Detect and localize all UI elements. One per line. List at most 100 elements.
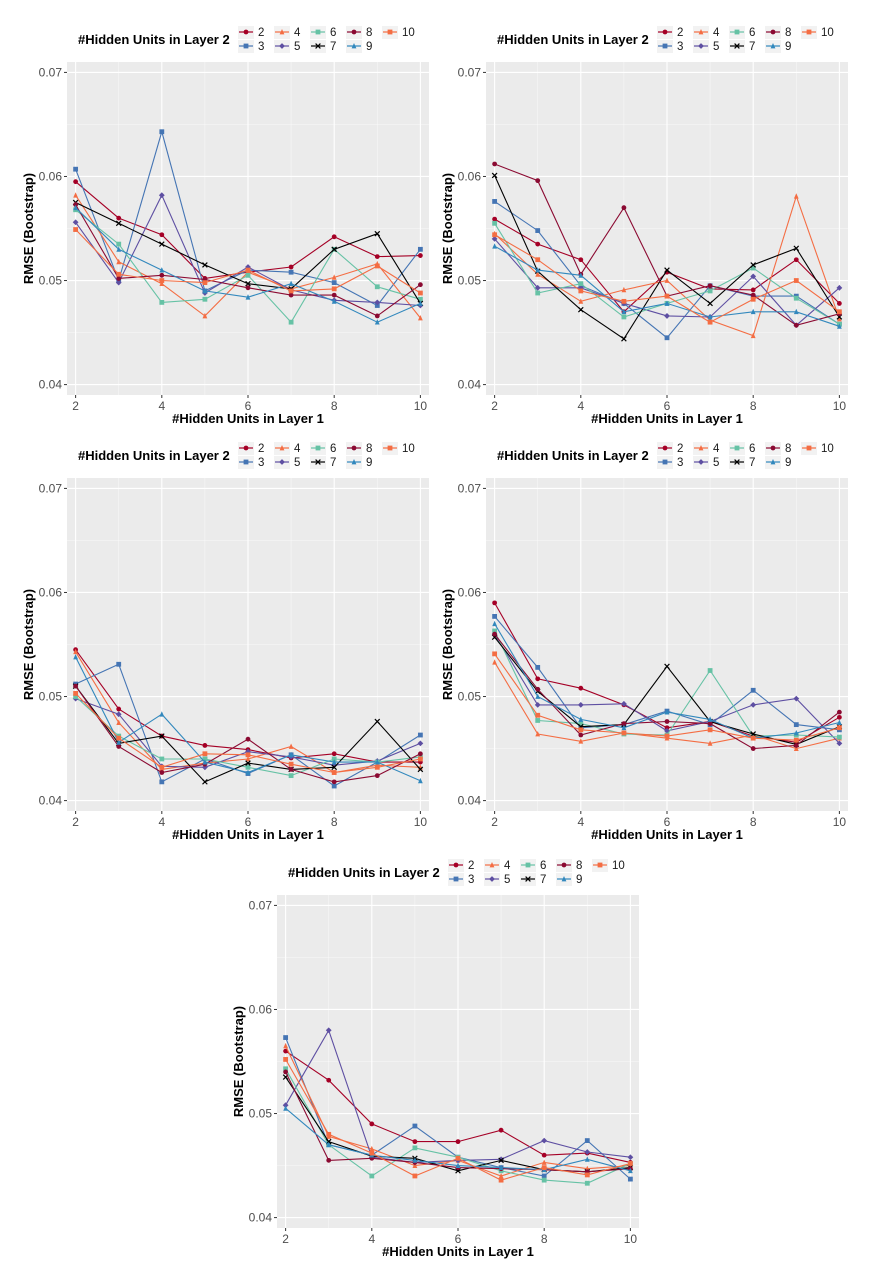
legend-label: 7 <box>330 41 336 53</box>
legend-item-10: 10 <box>592 859 625 872</box>
legend-item-4: 4 <box>693 26 720 39</box>
legend-key-marker <box>315 459 321 465</box>
y-tick-label: 0.07 <box>458 481 482 495</box>
legend-key-marker <box>315 43 321 49</box>
data-point <box>750 296 756 302</box>
data-point <box>202 759 208 765</box>
data-point <box>492 600 498 606</box>
legend-label: 4 <box>713 443 720 455</box>
legend-item-9: 9 <box>765 40 791 53</box>
data-point <box>245 736 251 742</box>
legend-item-3: 3 <box>657 456 683 469</box>
legend-key-marker <box>315 29 321 35</box>
legend-key-marker <box>698 43 704 49</box>
series-8 <box>73 202 423 319</box>
chart-panel-3: #Hidden Units in Layer 2 2 3 4 5 6 7 8 9 10 0.04 0.… <box>21 442 429 842</box>
data-point <box>331 246 338 253</box>
data-point <box>541 1165 547 1171</box>
data-point <box>664 293 670 299</box>
data-point <box>535 718 541 723</box>
data-point <box>836 719 842 725</box>
legend-key-marker <box>243 29 249 35</box>
legend-label: 2 <box>258 27 264 39</box>
data-point <box>283 1069 289 1075</box>
legend-label: 8 <box>576 860 582 872</box>
data-point <box>535 178 541 184</box>
data-point <box>116 246 122 252</box>
series-9 <box>73 204 423 325</box>
legend-item-2: 2 <box>448 859 474 872</box>
data-point <box>836 709 842 715</box>
data-point <box>455 1139 461 1145</box>
data-point <box>331 779 337 785</box>
legend-label: 10 <box>821 443 834 455</box>
legend-item-10: 10 <box>801 442 834 455</box>
data-point <box>535 686 541 692</box>
data-point <box>283 1035 289 1040</box>
x-tick-label: 2 <box>72 399 79 413</box>
data-point <box>116 739 122 745</box>
data-point <box>621 335 627 342</box>
x-tick-label: 6 <box>664 399 671 413</box>
data-point <box>584 1149 591 1155</box>
legend: #Hidden Units in Layer 2 2 3 4 5 6 7 8 9 10 <box>288 859 625 886</box>
legend-label: 7 <box>749 457 755 469</box>
data-point <box>73 694 79 699</box>
data-point <box>836 309 842 315</box>
legend-item-2: 2 <box>657 26 683 39</box>
data-point <box>664 277 670 283</box>
data-point <box>793 193 799 199</box>
data-point <box>283 1042 289 1049</box>
legend-item-8: 8 <box>765 442 791 455</box>
legend-key-marker <box>387 445 393 451</box>
data-point <box>158 192 165 199</box>
data-point <box>534 284 541 291</box>
legend-item-3: 3 <box>238 456 264 469</box>
legend-item-2: 2 <box>238 26 264 39</box>
data-point <box>369 1145 375 1152</box>
legend-label: 10 <box>821 27 834 39</box>
legend-item-10: 10 <box>382 442 415 455</box>
legend-label: 9 <box>366 41 372 53</box>
legend-item-5: 5 <box>693 456 719 469</box>
data-point <box>374 718 381 725</box>
data-point <box>750 746 756 751</box>
data-point <box>326 1077 332 1083</box>
legend-key-marker <box>662 459 668 465</box>
data-point <box>664 300 670 306</box>
data-point <box>498 1172 504 1179</box>
data-point <box>331 764 338 771</box>
data-point <box>417 732 423 738</box>
chart-panel-5: #Hidden Units in Layer 2 2 3 4 5 6 7 8 9 10 0.04 0.… <box>231 859 639 1259</box>
data-point <box>245 280 251 287</box>
data-point <box>578 288 584 294</box>
legend-key-marker <box>734 445 740 451</box>
series-7 <box>72 683 424 785</box>
legend-key-marker <box>279 445 285 451</box>
data-point <box>288 319 294 325</box>
legend-item-4: 4 <box>693 442 720 455</box>
data-point <box>578 727 584 733</box>
data-point <box>584 1156 590 1162</box>
legend-label: 8 <box>366 27 372 39</box>
x-tick-label: 8 <box>750 815 757 829</box>
data-point <box>498 1157 504 1164</box>
data-point <box>750 308 756 315</box>
data-point <box>664 709 670 715</box>
data-point <box>578 721 584 726</box>
data-point <box>621 724 627 731</box>
data-point <box>707 740 713 746</box>
series-9 <box>492 620 842 741</box>
data-point <box>707 668 713 673</box>
data-point <box>793 278 799 283</box>
legend-key-marker <box>734 459 740 465</box>
x-tick-label: 10 <box>833 399 847 413</box>
data-point <box>202 287 208 294</box>
legend-item-10: 10 <box>801 26 834 39</box>
data-point <box>159 299 165 305</box>
data-point <box>417 282 423 288</box>
data-point <box>535 290 541 296</box>
data-point <box>578 738 584 744</box>
data-point <box>159 764 165 770</box>
